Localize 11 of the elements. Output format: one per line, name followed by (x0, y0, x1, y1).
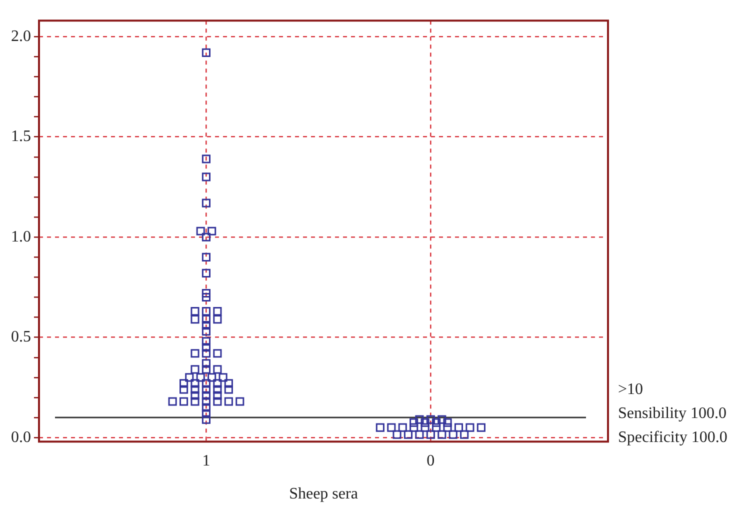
x-tick-label: 0 (426, 452, 435, 470)
y-tick-label: 2.0 (11, 28, 31, 45)
y-tick-label: 0.0 (11, 428, 31, 446)
x-axis-title: Sheep sera (289, 486, 358, 503)
x-tick-label: 1 (202, 452, 210, 470)
y-tick-label: 1.0 (11, 228, 31, 246)
y-tick-label: 0.5 (11, 328, 31, 346)
text: Specificity 100.0 (618, 428, 728, 446)
y-tick-label: 1.5 (11, 128, 31, 146)
text: >10 (618, 380, 644, 398)
text: Sensibility 100.0 (618, 404, 726, 422)
